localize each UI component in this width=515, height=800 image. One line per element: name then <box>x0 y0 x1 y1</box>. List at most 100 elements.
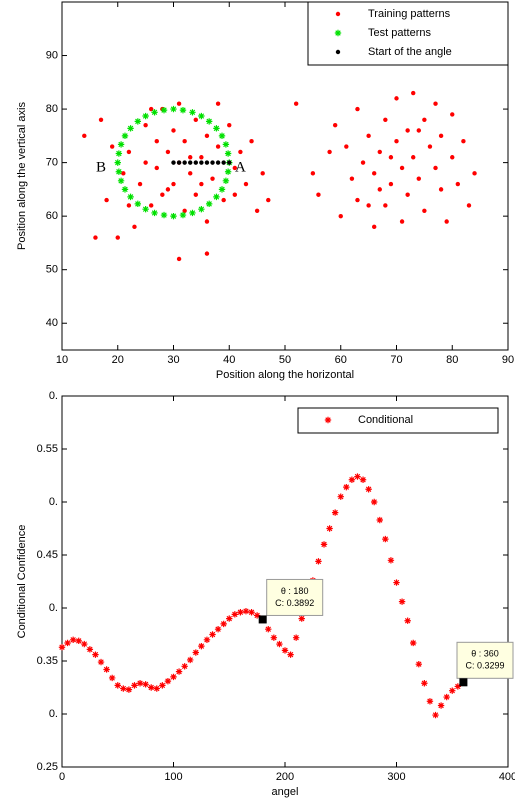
y-tick-label: 90 <box>46 49 58 61</box>
marker <box>159 682 166 689</box>
x-tick-label: 70 <box>390 354 402 366</box>
marker <box>394 139 399 144</box>
marker <box>281 647 289 654</box>
marker <box>243 181 249 187</box>
marker <box>354 473 361 480</box>
marker <box>327 149 332 155</box>
marker <box>204 251 210 256</box>
marker <box>213 125 220 132</box>
marker <box>58 644 66 651</box>
datatip-text: C: 0.3892 <box>275 598 314 608</box>
marker <box>114 159 121 166</box>
x-tick-label: 50 <box>279 354 291 366</box>
legend-marker <box>324 416 332 424</box>
marker <box>265 626 272 633</box>
marker <box>238 149 243 155</box>
marker <box>126 203 132 208</box>
marker <box>422 208 427 213</box>
marker <box>382 535 389 543</box>
marker <box>199 160 204 165</box>
marker <box>293 101 299 106</box>
marker <box>188 155 193 160</box>
marker <box>175 668 183 675</box>
marker <box>292 634 300 641</box>
marker <box>125 686 133 693</box>
marker <box>218 132 226 140</box>
marker <box>249 139 254 144</box>
marker <box>232 165 238 171</box>
marker <box>171 128 176 133</box>
marker <box>121 132 129 140</box>
marker <box>227 122 232 128</box>
marker <box>298 615 305 622</box>
marker <box>454 683 462 690</box>
marker <box>137 181 143 187</box>
marker <box>432 711 439 719</box>
marker <box>153 685 160 692</box>
marker <box>242 607 250 615</box>
annotation: B <box>96 159 106 175</box>
marker <box>348 476 356 483</box>
marker <box>98 117 104 122</box>
marker <box>204 160 210 165</box>
marker <box>224 168 232 175</box>
marker <box>426 698 434 705</box>
marker <box>253 612 261 619</box>
marker <box>266 197 271 203</box>
marker <box>338 213 343 219</box>
marker <box>115 150 123 157</box>
marker <box>393 579 400 586</box>
marker <box>182 160 187 165</box>
marker <box>171 160 176 165</box>
x-axis-label: angel <box>272 786 299 798</box>
marker <box>222 141 230 148</box>
marker <box>115 168 123 175</box>
marker <box>349 176 355 181</box>
marker <box>416 128 421 133</box>
marker <box>210 176 215 181</box>
marker <box>149 203 154 208</box>
marker <box>416 176 421 181</box>
marker <box>143 122 148 128</box>
marker <box>134 200 142 208</box>
marker <box>121 186 129 193</box>
x-tick-label: 80 <box>446 354 458 366</box>
marker <box>221 197 226 203</box>
x-tick-label: 0 <box>59 771 65 783</box>
marker <box>415 660 422 668</box>
y-tick-label: 0. <box>49 708 58 720</box>
marker <box>147 684 155 691</box>
marker <box>315 558 322 565</box>
marker <box>181 663 188 670</box>
x-tick-label: 300 <box>387 771 405 783</box>
marker <box>365 486 372 493</box>
marker <box>472 171 477 176</box>
marker <box>64 639 71 647</box>
marker <box>366 203 371 208</box>
marker <box>198 112 205 120</box>
marker <box>444 219 449 224</box>
legend-label: Test patterns <box>368 27 431 39</box>
marker <box>466 203 472 208</box>
marker <box>209 631 216 638</box>
marker <box>165 149 171 155</box>
marker <box>193 117 198 122</box>
marker <box>108 674 116 682</box>
marker <box>69 636 77 643</box>
marker <box>449 687 456 694</box>
marker <box>331 509 339 516</box>
marker <box>248 609 255 616</box>
marker <box>398 598 406 605</box>
marker <box>120 685 127 692</box>
marker <box>399 165 405 171</box>
marker <box>81 640 88 648</box>
marker <box>142 681 149 688</box>
marker <box>117 177 125 185</box>
marker <box>310 171 316 176</box>
marker <box>388 181 394 187</box>
y-axis-label: Conditional Confidence <box>16 525 28 639</box>
marker <box>376 516 383 524</box>
marker <box>170 105 177 113</box>
marker <box>366 133 371 139</box>
